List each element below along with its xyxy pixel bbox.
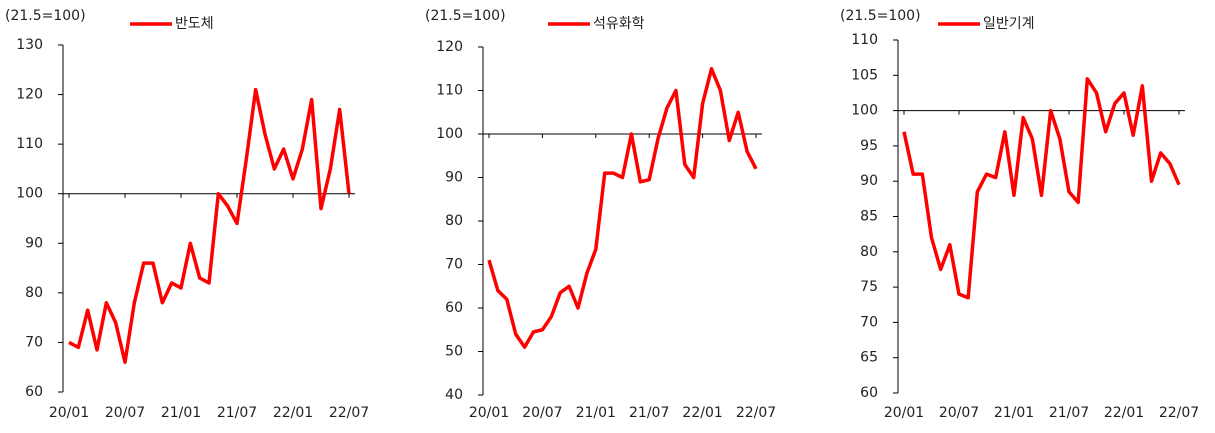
data-line bbox=[487, 67, 758, 349]
y-tick-label: 120 bbox=[16, 87, 43, 103]
x-tick-label: 21/01 bbox=[994, 405, 1034, 421]
x-tick-label: 22/01 bbox=[273, 405, 313, 421]
y-tick-label: 75 bbox=[860, 279, 878, 295]
y-tick-label: 70 bbox=[860, 314, 878, 330]
y-tick-label: 60 bbox=[860, 385, 878, 401]
x-tick-label: 20/07 bbox=[522, 405, 562, 421]
x-tick-label: 21/07 bbox=[217, 405, 257, 421]
x-tick-label: 21/07 bbox=[1049, 405, 1089, 421]
y-tick-label: 100 bbox=[16, 186, 43, 202]
y-tick-label: 70 bbox=[25, 334, 43, 350]
y-tick-label: 85 bbox=[860, 209, 878, 225]
y-tick-label: 90 bbox=[860, 173, 878, 189]
y-tick-label: 110 bbox=[851, 32, 878, 48]
y-tick-label: 60 bbox=[25, 384, 43, 400]
y-tick-label: 95 bbox=[860, 138, 878, 154]
x-tick-label: 20/01 bbox=[469, 405, 509, 421]
y-tick-label: 70 bbox=[445, 257, 463, 273]
y-tick-label: 90 bbox=[445, 170, 463, 186]
x-tick-label: 22/07 bbox=[736, 405, 776, 421]
legend-label: 반도체 bbox=[175, 16, 214, 32]
x-tick-label: 22/07 bbox=[1159, 405, 1199, 421]
legend-label: 일반기계 bbox=[983, 16, 1035, 32]
y-tick-label: 80 bbox=[445, 213, 463, 229]
data-line bbox=[902, 77, 1181, 300]
subtitle: (21.5=100) bbox=[840, 8, 921, 24]
y-tick-label: 80 bbox=[25, 285, 43, 301]
y-tick-label: 50 bbox=[445, 344, 463, 360]
x-tick-label: 20/01 bbox=[884, 405, 924, 421]
y-tick-label: 100 bbox=[851, 103, 878, 119]
x-tick-label: 22/01 bbox=[1104, 405, 1144, 421]
y-tick-label: 40 bbox=[445, 387, 463, 403]
y-tick-label: 65 bbox=[860, 350, 878, 366]
y-tick-label: 110 bbox=[16, 136, 43, 152]
subtitle: (21.5=100) bbox=[5, 8, 86, 24]
y-tick-label: 60 bbox=[445, 300, 463, 316]
y-tick-label: 105 bbox=[851, 67, 878, 83]
legend-label: 석유화학 bbox=[593, 16, 645, 32]
x-tick-label: 21/01 bbox=[161, 405, 201, 421]
y-tick-label: 90 bbox=[25, 235, 43, 251]
subtitle: (21.5=100) bbox=[425, 8, 506, 24]
x-tick-label: 22/01 bbox=[682, 405, 722, 421]
y-tick-label: 80 bbox=[860, 244, 878, 260]
x-tick-label: 20/07 bbox=[939, 405, 979, 421]
y-tick-label: 120 bbox=[436, 39, 463, 55]
y-tick-label: 100 bbox=[436, 126, 463, 142]
y-tick-label: 110 bbox=[436, 83, 463, 99]
x-tick-label: 20/01 bbox=[49, 405, 89, 421]
y-tick-label: 130 bbox=[16, 37, 43, 53]
x-tick-label: 21/07 bbox=[629, 405, 669, 421]
x-tick-label: 20/07 bbox=[105, 405, 145, 421]
x-tick-label: 22/07 bbox=[329, 405, 369, 421]
data-line bbox=[68, 87, 351, 365]
x-tick-label: 21/01 bbox=[576, 405, 616, 421]
